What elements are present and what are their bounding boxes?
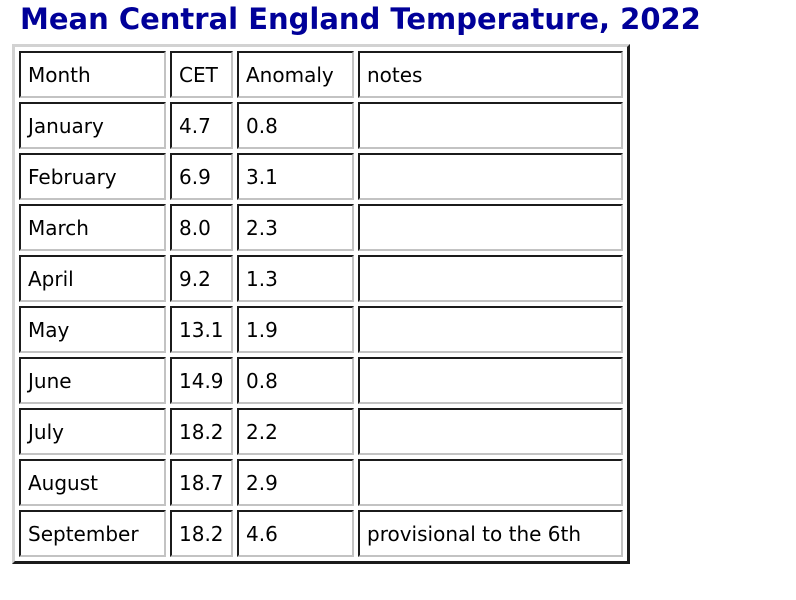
table-row: July 18.2 2.2: [19, 408, 623, 455]
anomaly-cell: 2.3: [237, 204, 354, 251]
cet-cell: 14.9: [170, 357, 233, 404]
table-row: May 13.1 1.9: [19, 306, 623, 353]
table-row: August 18.7 2.9: [19, 459, 623, 506]
column-header-anomaly: Anomaly: [237, 51, 354, 98]
anomaly-cell: 2.9: [237, 459, 354, 506]
cet-cell: 8.0: [170, 204, 233, 251]
month-cell: February: [19, 153, 166, 200]
cet-cell: 9.2: [170, 255, 233, 302]
table-row: February 6.9 3.1: [19, 153, 623, 200]
month-cell: June: [19, 357, 166, 404]
notes-cell: provisional to the 6th: [358, 510, 623, 557]
notes-cell: [358, 153, 623, 200]
notes-cell: [358, 357, 623, 404]
cet-cell: 13.1: [170, 306, 233, 353]
anomaly-cell: 2.2: [237, 408, 354, 455]
column-header-notes: notes: [358, 51, 623, 98]
cet-cell: 18.7: [170, 459, 233, 506]
anomaly-cell: 3.1: [237, 153, 354, 200]
notes-cell: [358, 255, 623, 302]
cet-cell: 4.7: [170, 102, 233, 149]
anomaly-cell: 1.3: [237, 255, 354, 302]
notes-cell: [358, 102, 623, 149]
anomaly-cell: 0.8: [237, 357, 354, 404]
header-row: Month CET Anomaly notes: [19, 51, 623, 98]
cet-cell: 18.2: [170, 510, 233, 557]
notes-cell: [358, 459, 623, 506]
column-header-cet: CET: [170, 51, 233, 98]
notes-cell: [358, 306, 623, 353]
anomaly-cell: 1.9: [237, 306, 354, 353]
table-row: September 18.2 4.6 provisional to the 6t…: [19, 510, 623, 557]
month-cell: March: [19, 204, 166, 251]
table-row: January 4.7 0.8: [19, 102, 623, 149]
month-cell: April: [19, 255, 166, 302]
month-cell: August: [19, 459, 166, 506]
cet-cell: 18.2: [170, 408, 233, 455]
month-cell: January: [19, 102, 166, 149]
table-row: June 14.9 0.8: [19, 357, 623, 404]
page-title: Mean Central England Temperature, 2022: [20, 2, 701, 36]
month-cell: July: [19, 408, 166, 455]
cet-cell: 6.9: [170, 153, 233, 200]
anomaly-cell: 0.8: [237, 102, 354, 149]
anomaly-cell: 4.6: [237, 510, 354, 557]
column-header-month: Month: [19, 51, 166, 98]
temperature-table: Month CET Anomaly notes January 4.7 0.8 …: [12, 44, 630, 564]
notes-cell: [358, 204, 623, 251]
table-row: March 8.0 2.3: [19, 204, 623, 251]
table-row: April 9.2 1.3: [19, 255, 623, 302]
month-cell: May: [19, 306, 166, 353]
notes-cell: [358, 408, 623, 455]
month-cell: September: [19, 510, 166, 557]
